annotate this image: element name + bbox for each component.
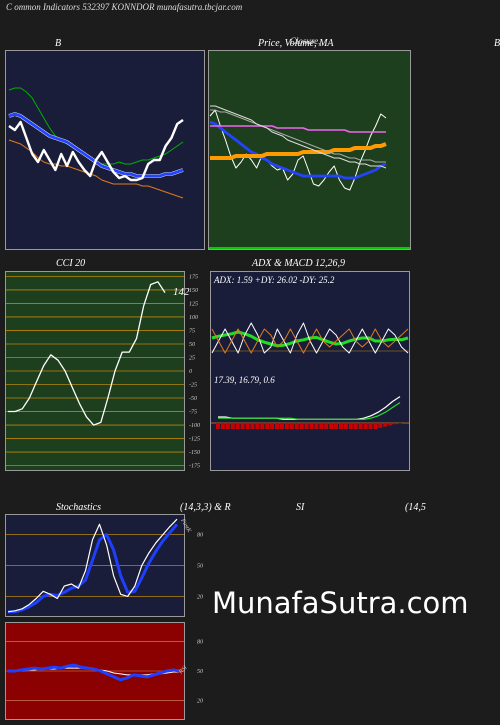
rsi-params: (14,5: [405, 502, 426, 513]
bollinger-chart: [5, 50, 205, 250]
stochastics-tick-label: 80: [197, 533, 203, 539]
cci-tick-label: 100: [189, 315, 198, 321]
macd-histogram-bar: [260, 423, 265, 429]
stochastics-title: Stochastics: [56, 502, 101, 513]
series-ma_grey-line: [210, 109, 386, 163]
cci-tick-label: -150: [189, 450, 200, 456]
macd-histogram-bar: [284, 423, 289, 429]
series-lower-line: [8, 139, 184, 199]
macd-histogram-bar: [309, 423, 314, 429]
price-title: Price, Volume, MA: [258, 38, 334, 49]
cci-tick-label: -50: [189, 396, 197, 402]
rsi-corner-label: RSI: [177, 664, 189, 676]
rsi-tick-label: 80: [197, 640, 203, 646]
macd-histogram-bar: [343, 423, 348, 429]
macd-histogram-bar: [289, 423, 294, 429]
macd-histogram-bar: [334, 423, 339, 429]
macd-histogram-bar: [225, 423, 230, 429]
rsi-rsi-line: [8, 663, 181, 682]
series-ma_short-line: [209, 120, 387, 180]
macd-histogram-bar: [216, 423, 220, 429]
stochastics-d-line: [8, 523, 179, 614]
macd-histogram-bar: [378, 423, 383, 428]
macd-values-label: 17.39, 16.79, 0.6: [214, 375, 275, 385]
macd-histogram-bar: [314, 423, 319, 429]
macd-histogram-bar: [373, 423, 378, 429]
macd-histogram-bar: [363, 423, 368, 429]
cci-tick-label: -125: [189, 437, 200, 443]
adx-series-adx: [211, 330, 409, 348]
macd-histogram-bar: [220, 423, 225, 429]
macd-histogram-bar: [230, 423, 235, 429]
cci-line: [8, 281, 166, 426]
macd-histogram-bar: [348, 423, 353, 429]
series-price-line: [209, 109, 387, 191]
macd-histogram-bar: [398, 423, 402, 424]
adx-values-label: ADX: 1.59 +DY: 26.02 -DY: 25.2: [213, 275, 335, 285]
page-header: C ommon Indicators 532397 KONNDOR munafa…: [6, 2, 243, 12]
macd-histogram-bar: [329, 423, 334, 429]
macd-histogram-bar: [275, 423, 280, 429]
stochastics-k-line: [7, 518, 178, 613]
cci-tick-label: 0: [189, 369, 192, 375]
macd-histogram-bar: [383, 423, 388, 427]
adx-series-minus_dy: [211, 328, 409, 354]
macd-histogram-bar: [324, 423, 329, 429]
series-ma_long_orange-line: [210, 142, 387, 160]
macd-histogram-bar: [250, 423, 255, 429]
macd-histogram-bar: [304, 423, 309, 429]
cci-value-label: 142: [173, 286, 190, 298]
cci-tick-label: 25: [189, 355, 195, 361]
series-price-line: [8, 119, 184, 182]
rsi-chart: 80 50 20 RSI: [5, 622, 203, 720]
macd-histogram-bar: [240, 423, 245, 429]
bollinger-title: B: [55, 38, 62, 49]
macd-histogram-bar: [353, 423, 358, 429]
macd-histogram-bar: [319, 423, 324, 429]
cci-tick-label: -25: [189, 383, 197, 389]
adx-title: ADX & MACD 12,26,9: [252, 258, 346, 269]
cut-title: B: [494, 38, 500, 49]
macd-histogram-bar: [294, 423, 299, 429]
cci-tick-label: 75: [189, 328, 195, 334]
cci-tick-label: 50: [189, 342, 195, 348]
cci-title: CCI 20: [56, 258, 86, 269]
cci-chart: 175 150 125 100 75 50 25 0 -25 -50 -75 -100 -125 -150…: [5, 271, 200, 471]
stochastics-params: (14,3,3) & R: [180, 502, 231, 513]
series-ma_pink-line: [210, 125, 386, 133]
macd-histogram-bar: [393, 423, 398, 425]
macd-histogram-bar: [235, 423, 240, 429]
panel-background: [210, 271, 410, 471]
cci-tick-label: 175: [189, 274, 198, 280]
macd-histogram-bar: [388, 423, 393, 426]
rsi-tick-label: 20: [197, 698, 203, 704]
cci-tick-label: 125: [189, 301, 198, 307]
cci-tick-label: -100: [189, 423, 200, 429]
macd-histogram-bar: [270, 423, 275, 429]
panel-background: [5, 50, 205, 250]
macd-histogram-bar: [299, 423, 304, 429]
price-title-overlay: Closure,: [290, 36, 321, 46]
cci-tick-label: -175: [189, 464, 200, 470]
adx-macd-chart: ADX: 1.59 +DY: 26.02 -DY: 25.2 17.39, 16.…: [210, 271, 410, 471]
macd-histogram-bar: [338, 423, 343, 429]
rsi-tick-label: 50: [197, 669, 203, 675]
series-ma_white_thin-line: [210, 105, 387, 169]
macd-histogram-bar: [255, 423, 260, 429]
cci-tick-label: -75: [189, 410, 197, 416]
watermark: MunafaSutra.com: [212, 586, 469, 620]
macd-series-signal: [218, 402, 401, 420]
macd-histogram-bar: [368, 423, 373, 429]
price-ma-chart: [208, 50, 411, 250]
stochastics-tick-label: 20: [197, 594, 203, 600]
macd-histogram-bar: [358, 423, 363, 429]
stochastics-tick-label: 50: [197, 564, 203, 570]
rsi-title: SI: [296, 502, 305, 513]
macd-histogram-bar: [279, 423, 284, 429]
cci-tick-label: 150: [189, 288, 198, 294]
macd-histogram-bar: [265, 423, 270, 429]
macd-histogram-bar: [245, 423, 250, 429]
